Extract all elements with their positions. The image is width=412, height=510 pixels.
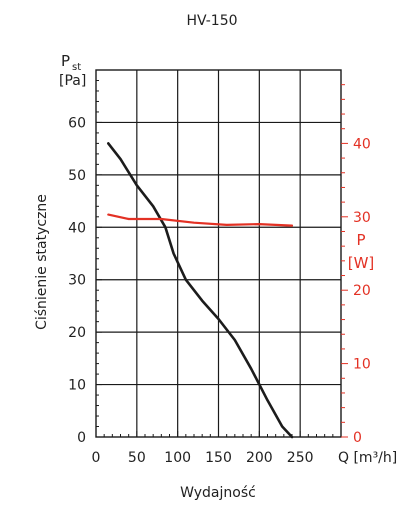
- y-left-symbol-sub: st: [72, 62, 81, 73]
- y-left-tick-label: 30: [68, 273, 86, 289]
- x-tick-label: 100: [164, 450, 191, 466]
- left-axis: 0 10 20 30 40 50 60: [68, 69, 102, 446]
- right-axis: 0 10 20 30 40: [341, 84, 371, 446]
- y-right-tick-label: 40: [353, 136, 371, 152]
- y-right-symbol: P: [356, 231, 365, 249]
- x-axis: 0 50 100 150 200 250: [92, 431, 342, 466]
- grid: [95, 69, 342, 438]
- power-curve: [107, 213, 294, 227]
- x-tick-label: 50: [128, 450, 146, 466]
- x-unit-label: Q [m³/h]: [338, 450, 397, 466]
- x-tick-label: 250: [287, 450, 314, 466]
- y-left-tick-label: 20: [68, 325, 86, 341]
- y-right-tick-label: 20: [353, 283, 371, 299]
- y-left-unit: [Pa]: [59, 73, 86, 89]
- y-left-symbol: P: [61, 52, 70, 70]
- y-right-unit: [W]: [348, 254, 375, 272]
- series-lines: [107, 142, 294, 439]
- y-right-tick-label: 10: [353, 357, 371, 373]
- x-tick-label: 0: [92, 450, 101, 466]
- x-tick-label: 200: [246, 450, 273, 466]
- y-right-tick-label: 30: [353, 210, 371, 226]
- chart-title: HV-150: [186, 13, 237, 29]
- y-left-tick-label: 50: [68, 168, 86, 184]
- y-left-tick-label: 0: [77, 430, 86, 446]
- pressure-curve: [107, 142, 294, 439]
- y-left-tick-label: 40: [68, 220, 86, 236]
- y-right-tick-label: 0: [353, 430, 362, 446]
- y-left-tick-label: 60: [68, 115, 86, 131]
- y-left-tick-label: 10: [68, 378, 86, 394]
- x-axis-label: Wydajność: [180, 485, 256, 501]
- x-tick-label: 150: [205, 450, 232, 466]
- y-left-label: Ciśnienie statyczne: [34, 194, 50, 330]
